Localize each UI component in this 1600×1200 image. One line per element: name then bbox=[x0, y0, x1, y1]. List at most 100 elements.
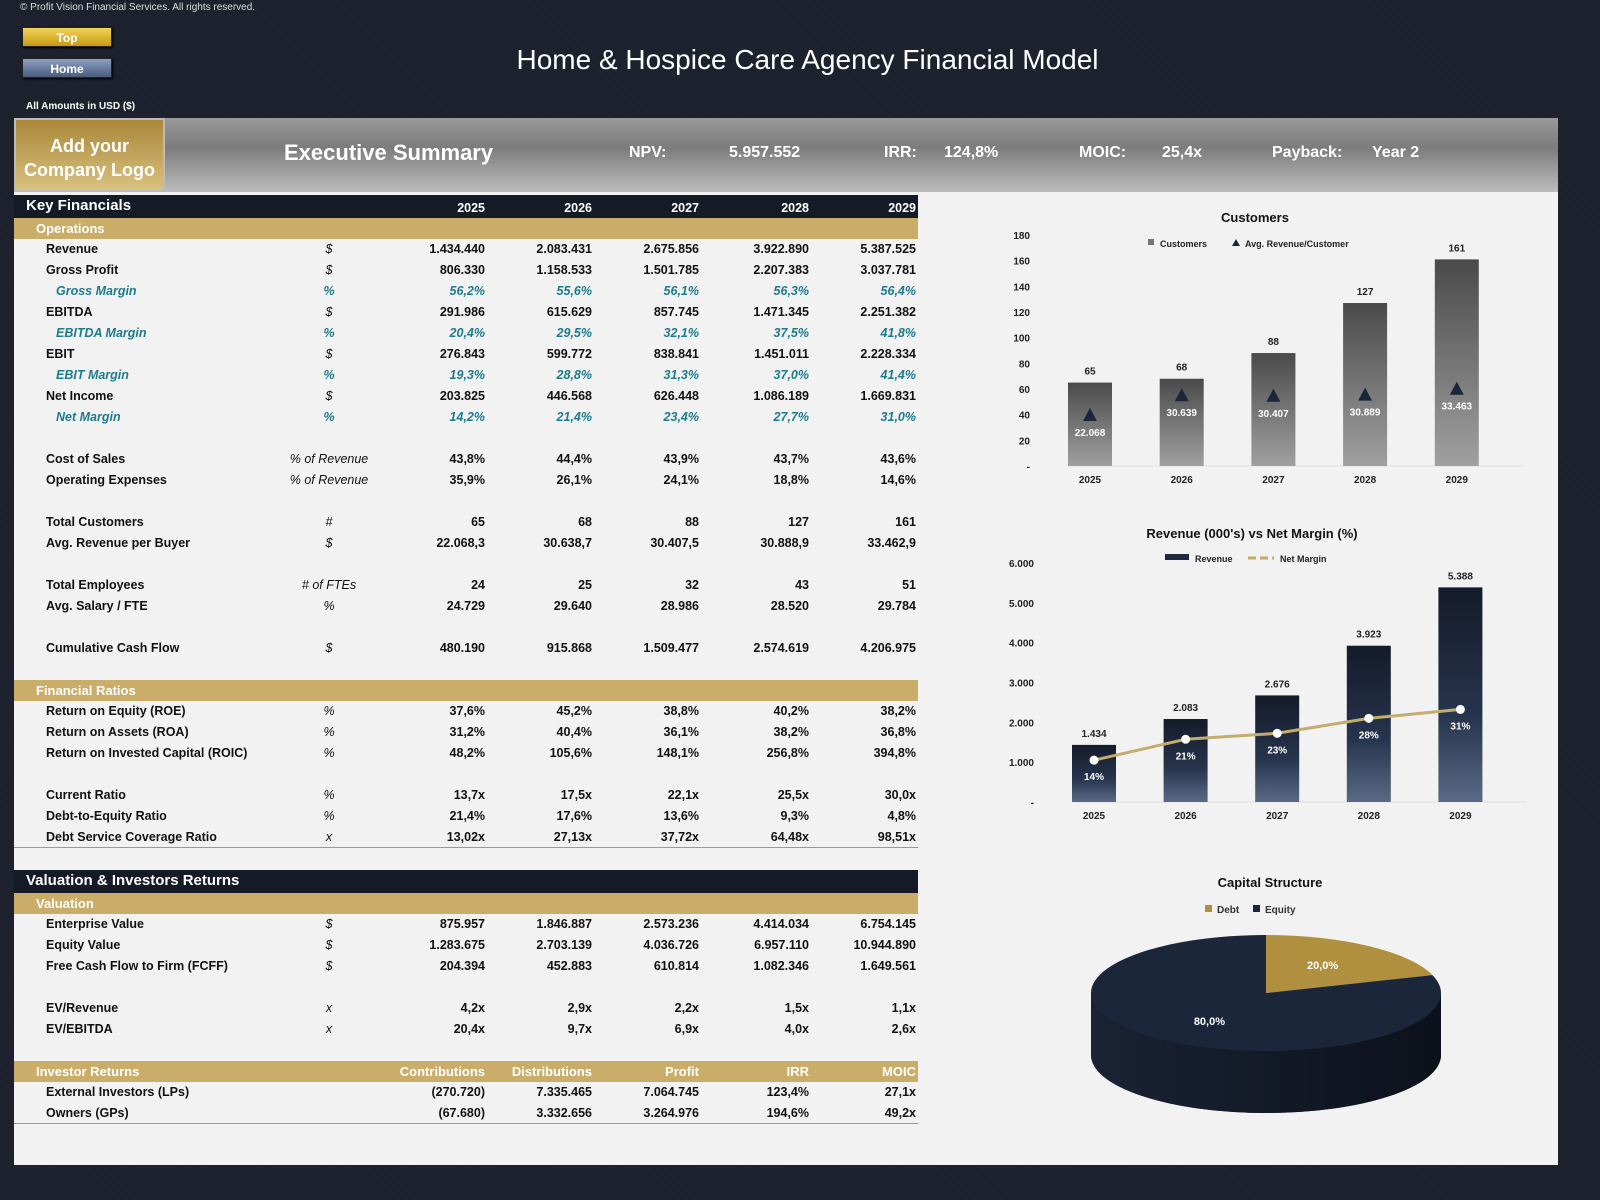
triangle-marker bbox=[1266, 388, 1281, 402]
y-tick-label: 160 bbox=[1013, 257, 1030, 268]
cell-value: 40,2% bbox=[773, 704, 809, 718]
y-tick-label: 20 bbox=[1019, 436, 1031, 447]
cell-value: 44,4% bbox=[556, 452, 592, 466]
cell-value: 2.703.139 bbox=[536, 938, 592, 952]
row-label: Enterprise Value bbox=[46, 917, 144, 931]
cell-value: 2.228.334 bbox=[860, 347, 916, 361]
cell-value: 13,7x bbox=[453, 788, 485, 802]
table-row: Avg. Salary / FTE% 24.729 29.640 28.986 28.5… bbox=[14, 596, 918, 617]
bar bbox=[1072, 744, 1116, 802]
cell-value: 2025 bbox=[457, 201, 485, 215]
cell-value: 2027 bbox=[671, 201, 699, 215]
marker-data-label: 28% bbox=[1359, 730, 1379, 741]
table-row: EV/Revenue x 4,2x 2,9x 2,2x 1,5x 1,1x bbox=[14, 998, 918, 1019]
cell-value: 36,8% bbox=[880, 725, 916, 739]
cell-value: 25,5x bbox=[777, 788, 809, 802]
page-title: Home & Hospice Care Agency Financial Mod… bbox=[516, 44, 1099, 75]
legend-label: Net Margin bbox=[1280, 554, 1327, 564]
legend-swatch bbox=[1232, 239, 1240, 246]
cell-value: 13,6% bbox=[663, 809, 699, 823]
cell-value: 37,6% bbox=[449, 704, 485, 718]
cell-value: 38,2% bbox=[880, 704, 916, 718]
row-label: Operations bbox=[36, 221, 105, 236]
cell-value: 256,8% bbox=[766, 746, 809, 760]
legend-swatch bbox=[1148, 239, 1154, 245]
cell-value: 3.264.976 bbox=[643, 1106, 699, 1120]
cell-value: 806.330 bbox=[439, 263, 485, 277]
cell-value: Profit bbox=[665, 1064, 699, 1079]
marker-data-label: 30.889 bbox=[1350, 408, 1381, 419]
chart-title: Revenue (000's) vs Net Margin (%) bbox=[1146, 526, 1357, 541]
table-row: Current Ratio% 13,7x 17,5x 22,1x 25,5x 30,0x bbox=[14, 785, 918, 806]
margin-row: EBIT Margin% 19,3% 28,8% 31,3% 37,0% 41,4% bbox=[14, 365, 918, 386]
moic-value: 25,4x bbox=[1162, 144, 1203, 161]
cell-value: 3.922.890 bbox=[753, 242, 809, 256]
bar-data-label: 2.083 bbox=[1173, 703, 1198, 714]
subsection-band: Operations bbox=[14, 218, 918, 239]
y-tick-label: 2.000 bbox=[1009, 718, 1034, 729]
cell-value: 2.675.856 bbox=[643, 242, 699, 256]
cell-value: 37,0% bbox=[773, 368, 809, 382]
row-label: Cumulative Cash Flow bbox=[46, 641, 180, 655]
x-tick-label: 2027 bbox=[1266, 811, 1289, 822]
cell-value: 17,5x bbox=[560, 788, 592, 802]
table-row: EBITDA $291.986 615.629 857.745 1.471.345 2.2… bbox=[14, 302, 918, 323]
line-point bbox=[1272, 728, 1282, 738]
cell-value: 599.772 bbox=[546, 347, 592, 361]
cell-value: 1.158.533 bbox=[536, 263, 592, 277]
payback-value: Year 2 bbox=[1372, 144, 1420, 161]
y-tick-label: 120 bbox=[1013, 308, 1030, 319]
cell-value: 43,7% bbox=[773, 452, 809, 466]
y-tick-label: 3.000 bbox=[1009, 679, 1034, 690]
x-tick-label: 2026 bbox=[1171, 475, 1194, 486]
unit-label: % bbox=[323, 704, 335, 718]
y-tick-label: 140 bbox=[1013, 282, 1030, 293]
table-row: Owners (GPs) (67.680) 3.332.656 3.264.976 19… bbox=[14, 1103, 918, 1124]
cell-value: 123,4% bbox=[766, 1085, 809, 1099]
cell-value: 1.086.189 bbox=[753, 389, 809, 403]
cell-value: 915.868 bbox=[546, 641, 592, 655]
row-label: Net Income bbox=[46, 389, 114, 403]
home-button[interactable]: Home bbox=[22, 58, 112, 78]
chart-title: Capital Structure bbox=[1218, 875, 1323, 890]
unit-label: % of Revenue bbox=[289, 452, 369, 466]
cell-value: 56,1% bbox=[663, 284, 699, 298]
cell-value: 30.407,5 bbox=[650, 536, 699, 550]
cell-value: 37,5% bbox=[773, 326, 809, 340]
cell-value: Contributions bbox=[399, 1064, 485, 1079]
cell-value: 29.640 bbox=[553, 599, 592, 613]
cell-value: 1.082.346 bbox=[753, 959, 809, 973]
cell-value: 35,9% bbox=[449, 473, 485, 487]
cell-value: 27,7% bbox=[773, 410, 809, 424]
bar-data-label: 5.388 bbox=[1448, 571, 1473, 582]
table-row: Free Cash Flow to Firm (FCFF) $204.394 452… bbox=[14, 956, 918, 977]
top-button[interactable]: Top bbox=[22, 27, 112, 47]
cell-value: 2.251.382 bbox=[860, 305, 916, 319]
pie-slice-equity bbox=[1091, 935, 1441, 1051]
cell-value: 33.462,9 bbox=[867, 536, 916, 550]
cell-value: 1.649.561 bbox=[860, 959, 916, 973]
unit-label: $ bbox=[325, 536, 333, 550]
triangle-marker bbox=[1083, 408, 1097, 422]
unit-label: # of FTEs bbox=[301, 578, 357, 592]
cell-value: (67.680) bbox=[438, 1106, 485, 1120]
cell-value: 26,1% bbox=[556, 473, 592, 487]
cell-value: 452.883 bbox=[546, 959, 592, 973]
company-logo-placeholder[interactable]: Add your Company Logo bbox=[14, 118, 165, 192]
cell-value: 45,2% bbox=[556, 704, 592, 718]
cell-value: (270.720) bbox=[431, 1085, 485, 1099]
npv-label: NPV: bbox=[629, 144, 667, 161]
unit-label: $ bbox=[325, 959, 333, 973]
bar bbox=[1434, 259, 1479, 466]
cell-value: 1.509.477 bbox=[643, 641, 699, 655]
cell-value: 28.986 bbox=[660, 599, 699, 613]
row-label: Financial Ratios bbox=[36, 683, 136, 698]
spacer bbox=[14, 1040, 918, 1061]
bar bbox=[1438, 587, 1483, 802]
legend-label: Debt bbox=[1217, 905, 1240, 916]
bar-data-label: 127 bbox=[1357, 287, 1374, 298]
cell-value: 21,4% bbox=[449, 809, 485, 823]
marker-data-label: 33.463 bbox=[1442, 402, 1473, 413]
summary-banner: Add your Company Logo Executive Summary … bbox=[14, 118, 1558, 192]
cell-value: 857.745 bbox=[653, 305, 699, 319]
